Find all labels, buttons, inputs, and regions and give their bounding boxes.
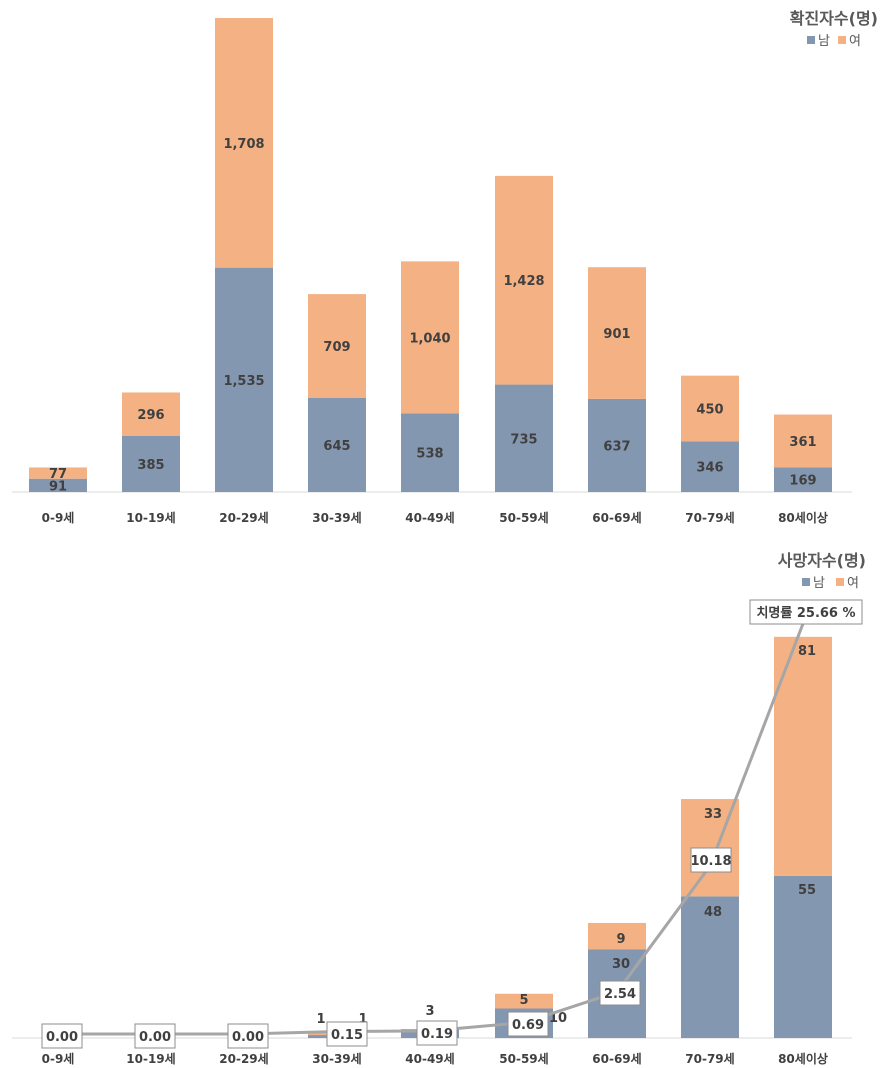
confirmed-x-tick: 80세이상	[778, 510, 828, 525]
confirmed-legend-female-label: 여	[849, 34, 861, 49]
confirmed-x-tick: 70-79세	[685, 510, 734, 525]
confirmed-label-male: 1,535	[223, 374, 264, 389]
confirmed-x-tick: 30-39세	[312, 510, 361, 525]
fatality-rate-label: 0.19	[421, 1027, 453, 1042]
confirmed-label-male: 169	[789, 474, 816, 489]
confirmed-label-female: 296	[137, 408, 164, 423]
fatality-rate-label: 0.15	[331, 1028, 363, 1043]
fatality-rate-label: 치명률 25.66 %	[756, 605, 855, 621]
confirmed-label-male: 346	[696, 461, 723, 476]
confirmed-legend-female-swatch	[838, 36, 846, 44]
confirmed-x-tick: 0-9세	[42, 510, 75, 525]
confirmed-chart-title: 확진자수(명)	[790, 9, 878, 28]
deaths-x-tick: 60-69세	[592, 1051, 641, 1066]
confirmed-x-tick: 10-19세	[126, 510, 175, 525]
confirmed-label-male: 735	[510, 432, 537, 447]
deaths-x-tick: 20-29세	[219, 1051, 268, 1066]
confirmed-x-tick: 60-69세	[592, 510, 641, 525]
fatality-rate-label: 0.00	[232, 1030, 264, 1045]
fatality-rate-label: 0.00	[139, 1030, 171, 1045]
confirmed-legend-male-label: 남	[818, 34, 830, 49]
deaths-x-tick: 80세이상	[778, 1051, 828, 1066]
confirmed-label-female: 901	[603, 327, 630, 342]
fatality-rate-label: 2.54	[604, 987, 636, 1002]
deaths-label-female: 9	[616, 932, 625, 947]
confirmed-label-male: 645	[323, 439, 350, 454]
deaths-label-female: 33	[704, 807, 722, 822]
confirmed-x-tick: 20-29세	[219, 510, 268, 525]
confirmed-x-tick: 50-59세	[499, 510, 548, 525]
deaths-legend-female-label: 여	[847, 576, 859, 591]
deaths-x-tick: 0-9세	[42, 1051, 75, 1066]
deaths-label-male: 55	[798, 883, 816, 898]
deaths-label-male: 3	[425, 1004, 434, 1019]
deaths-x-tick: 50-59세	[499, 1051, 548, 1066]
deaths-legend-male-swatch	[802, 578, 810, 586]
deaths-label-female: 81	[798, 644, 816, 659]
deaths-chart-title: 사망자수(명)	[778, 551, 866, 570]
fatality-rate-label: 0.69	[512, 1018, 544, 1033]
confirmed-label-male: 385	[137, 458, 164, 473]
confirmed-label-female: 1,708	[223, 137, 264, 152]
deaths-x-tick: 30-39세	[312, 1051, 361, 1066]
deaths-x-tick: 40-49세	[405, 1051, 454, 1066]
deaths-label-male: 48	[704, 905, 722, 920]
deaths-legend-female-swatch	[836, 578, 844, 586]
confirmed-label-female: 361	[789, 435, 816, 450]
fatality-rate-label: 0.00	[46, 1030, 78, 1045]
fatality-rate-label: 10.18	[690, 854, 731, 869]
confirmed-label-female: 77	[49, 467, 67, 482]
confirmed-legend: 남 여	[807, 34, 861, 49]
confirmed-x-tick: 40-49세	[405, 510, 454, 525]
deaths-x-tick: 70-79세	[685, 1051, 734, 1066]
deaths-label-female: 5	[519, 993, 528, 1008]
confirmed-label-female: 1,428	[503, 274, 544, 289]
confirmed-label-male: 637	[603, 439, 630, 454]
confirmed-label-female: 709	[323, 340, 350, 355]
deaths-legend: 남 여	[802, 576, 859, 591]
confirmed-label-female: 1,040	[409, 331, 450, 346]
deaths-legend-male-label: 남	[813, 576, 825, 591]
confirmed-label-female: 450	[696, 403, 723, 418]
deaths-label-male: 30	[612, 957, 630, 972]
confirmed-label-male: 538	[416, 447, 443, 462]
deaths-label-male: 1	[316, 1012, 325, 1027]
deaths-bar-male	[774, 876, 832, 1038]
confirmed-legend-male-swatch	[807, 36, 815, 44]
deaths-x-tick: 10-19세	[126, 1051, 175, 1066]
